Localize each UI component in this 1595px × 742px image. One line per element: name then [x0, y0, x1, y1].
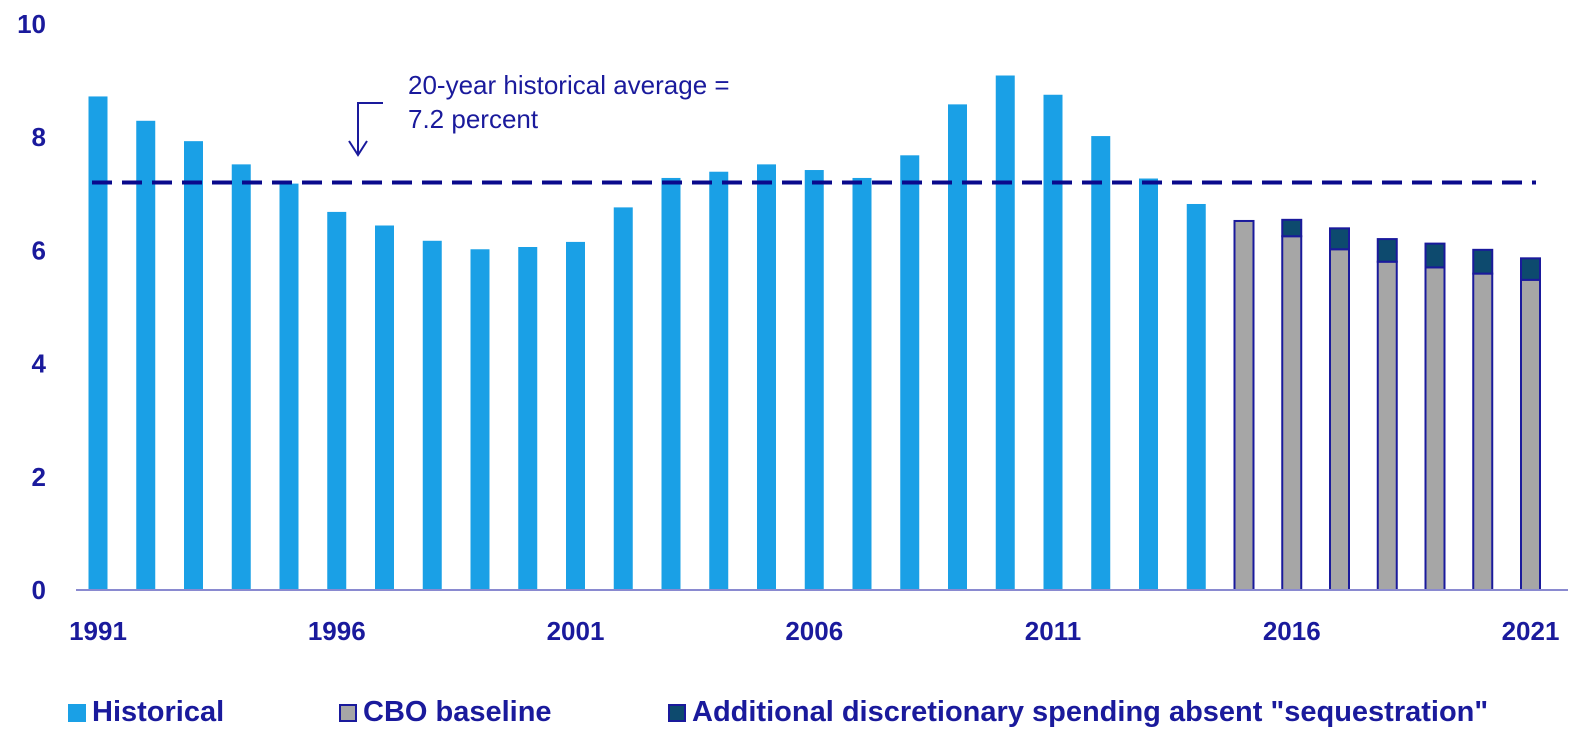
bar-additional-spending-2019: [1424, 242, 1446, 269]
legend-label-additional-spending: Additional discretionary spending absent…: [692, 696, 1489, 728]
bar-additional-spending-2021: [1520, 257, 1541, 281]
bar-historical-2003: [661, 177, 681, 590]
bar-historical-2004: [709, 171, 729, 590]
legend-label-cbo-baseline: CBO baseline: [363, 696, 552, 728]
bar-historical-1998: [422, 240, 442, 590]
bar-cbo-baseline-2017: [1329, 248, 1350, 591]
legend-swatch-cbo-baseline: [339, 703, 357, 722]
x-tick-label-2006: 2006: [785, 616, 843, 646]
bar-cbo-baseline-2019: [1424, 266, 1446, 591]
bar-historical-1993: [184, 141, 203, 591]
bar-historical-2010: [995, 75, 1015, 591]
bar-additional-spending-2017: [1329, 227, 1350, 251]
bar-additional-spending-2020: [1472, 248, 1494, 275]
bar-historical-2008: [900, 155, 920, 590]
bar-additional-spending-2016: [1281, 218, 1303, 238]
y-tick-label-4: 4: [32, 349, 47, 379]
legend: Historical CBO baseline Additional discr…: [0, 696, 1595, 742]
bar-historical-1999: [470, 249, 490, 590]
y-tick-label-6: 6: [32, 235, 46, 265]
annotation-line-2: 7.2 percent: [408, 104, 539, 134]
bar-historical-2009: [948, 104, 967, 590]
bar-cbo-baseline-2021: [1520, 278, 1541, 591]
x-tick-label-2001: 2001: [547, 616, 605, 646]
annotation-line-1: 20-year historical average =: [408, 70, 730, 100]
legend-item-additional-spending: Additional discretionary spending absent…: [668, 696, 1488, 729]
bar-cbo-baseline-2018: [1376, 260, 1398, 591]
x-tick-label-1991: 1991: [69, 616, 127, 646]
bar-historical-1995: [279, 183, 299, 590]
bar-additional-spending-2018: [1376, 238, 1398, 263]
legend-label-historical: Historical: [92, 696, 225, 728]
bar-cbo-baseline-2015: [1233, 219, 1255, 592]
legend-swatch-additional-spending: [668, 703, 686, 722]
bar-historical-2014: [1186, 203, 1206, 590]
y-tick-label-0: 0: [32, 575, 46, 605]
bar-historical-1994: [231, 164, 251, 591]
bar-historical-1996: [327, 211, 347, 591]
bar-historical-2000: [518, 247, 538, 590]
bar-historical-2011: [1043, 94, 1063, 590]
chart: 0 2 4 6 8 10 1991 1996 2001 2006 2011 2016 2021 20-y…: [17, 9, 1568, 646]
annotation-arrow-icon: [348, 102, 383, 157]
axis-layer: 0 2 4 6 8 10 1991 1996 2001 2006 2011 2016 2021: [17, 9, 1568, 646]
bar-historical-2013: [1139, 178, 1158, 590]
x-tick-label-2021: 2021: [1502, 616, 1560, 646]
y-tick-label-2: 2: [32, 462, 46, 492]
bar-historical-1997: [375, 225, 394, 590]
bar-historical-1991: [88, 96, 108, 590]
annotation-layer: 20-year historical average = 7.2 percent: [348, 70, 730, 157]
y-tick-label-10: 10: [17, 9, 46, 39]
bar-historical-2002: [613, 207, 633, 590]
bar-historical-2005: [757, 164, 776, 591]
y-tick-label-8: 8: [32, 122, 46, 152]
bar-cbo-baseline-2020: [1472, 272, 1494, 591]
bar-cbo-baseline-2016: [1281, 235, 1303, 591]
legend-swatch-historical: [68, 703, 86, 722]
bar-historical-2007: [852, 177, 872, 590]
x-tick-label-2011: 2011: [1025, 616, 1081, 646]
x-tick-label-1996: 1996: [308, 616, 366, 646]
bar-historical-2012: [1091, 136, 1111, 590]
x-tick-label-2016: 2016: [1263, 616, 1321, 646]
legend-item-cbo-baseline: CBO baseline: [339, 696, 552, 729]
legend-item-historical: Historical: [68, 696, 224, 729]
bar-historical-2001: [566, 241, 585, 590]
bar-historical-1992: [136, 120, 156, 590]
bar-historical-2006: [804, 170, 824, 590]
bars-layer: [88, 75, 1541, 592]
